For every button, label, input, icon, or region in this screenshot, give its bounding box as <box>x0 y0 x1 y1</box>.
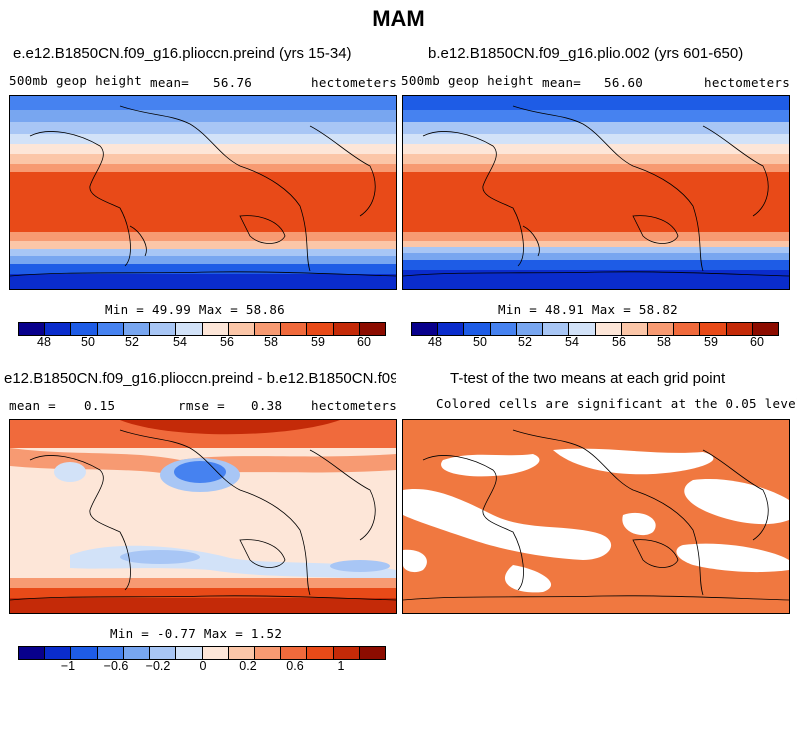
colorbar-tick-label: 0.6 <box>286 659 304 673</box>
colorbar-tick-label: 0 <box>199 659 207 673</box>
colorbar-tick-label: 54 <box>173 335 187 349</box>
panel-3-mean-label: mean = <box>9 398 56 413</box>
panel-2-mean-label: mean= <box>542 75 582 90</box>
panel-4-map <box>402 419 790 614</box>
panel-1-mean-value: 56.76 <box>213 75 253 90</box>
colorbar-tick-label: 60 <box>357 335 371 349</box>
panel-3-title: e12.B1850CN.f09_g16.plioccn.preind - b.e… <box>4 370 396 387</box>
colorbar-tick-label: −0.2 <box>145 659 171 673</box>
panel-3-rmse-label: rmse = <box>178 398 225 413</box>
colorbar-tick-label: 59 <box>704 335 718 349</box>
panel-2-map <box>402 95 790 290</box>
panel-1-title: e.e12.B1850CN.f09_g16.plioccn.preind (yr… <box>13 45 352 62</box>
panel-2-stats: Min = 48.91 Max = 58.82 <box>498 302 678 317</box>
colorbar-tick-label: 54 <box>565 335 579 349</box>
panel-3-colorbar <box>18 646 386 660</box>
colorbar-tick-label: 52 <box>518 335 532 349</box>
panel-1-map <box>9 95 397 290</box>
colorbar-tick-label: 56 <box>612 335 626 349</box>
panel-3-rmse-value: 0.38 <box>251 398 283 413</box>
colorbar-tick-label: −0.6 <box>103 659 129 673</box>
panel-1-colorbar <box>18 322 386 336</box>
panel-4-subtitle: Colored cells are significant at the 0.0… <box>436 396 797 411</box>
colorbar-tick-label: 48 <box>428 335 442 349</box>
colorbar-tick-label: −1 <box>60 659 76 673</box>
colorbar-tick-label: 60 <box>750 335 764 349</box>
colorbar-tick-label: 58 <box>657 335 671 349</box>
panel-2-colorbar <box>411 322 779 336</box>
panel-2-units: hectometers <box>704 75 791 90</box>
colorbar-tick-label: 1 <box>337 659 345 673</box>
panel-1-variable-label: 500mb geop height <box>9 73 143 88</box>
panel-3-units: hectometers <box>311 398 398 413</box>
panel-2-title: b.e12.B1850CN.f09_g16.plio.002 (yrs 601-… <box>428 45 744 62</box>
colorbar-tick-label: 50 <box>81 335 95 349</box>
panel-1-stats: Min = 49.99 Max = 58.86 <box>105 302 285 317</box>
panel-1-units: hectometers <box>311 75 398 90</box>
colorbar-tick-label: 50 <box>473 335 487 349</box>
colorbar-tick-label: 58 <box>264 335 278 349</box>
colorbar-tick-label: 52 <box>125 335 139 349</box>
panel-1-mean-label: mean= <box>150 75 190 90</box>
colorbar-tick-label: 48 <box>37 335 51 349</box>
panel-2-variable-label: 500mb geop height <box>401 73 535 88</box>
panel-3-stats: Min = -0.77 Max = 1.52 <box>110 626 283 641</box>
page-title: MAM <box>372 6 425 31</box>
panel-3-map <box>9 419 397 614</box>
panel-2-mean-value: 56.60 <box>604 75 644 90</box>
colorbar-tick-label: 59 <box>311 335 325 349</box>
colorbar-tick-label: 0.2 <box>239 659 257 673</box>
panel-4-title: T-test of the two means at each grid poi… <box>450 370 726 387</box>
colorbar-tick-label: 56 <box>220 335 234 349</box>
panel-3-mean-value: 0.15 <box>84 398 116 413</box>
